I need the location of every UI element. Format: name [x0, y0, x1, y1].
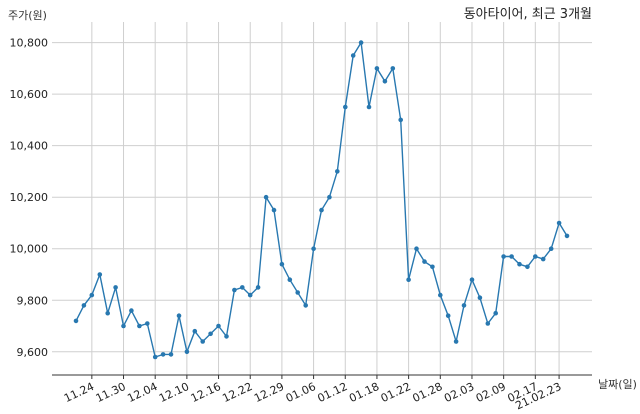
data-point [422, 259, 427, 264]
x-tick-label: 01.22 [379, 380, 413, 405]
horizontal-gridlines [52, 42, 592, 353]
x-tick-label: 02.09 [474, 380, 508, 405]
y-tick-label: 10,200 [10, 191, 49, 204]
y-tick-label: 10,400 [10, 140, 49, 153]
data-point [556, 220, 562, 226]
data-point [184, 349, 190, 355]
data-point [540, 256, 546, 262]
data-point [493, 310, 499, 316]
data-point [240, 285, 245, 290]
data-point [279, 261, 285, 267]
data-point [208, 331, 213, 337]
data-point [390, 66, 396, 71]
data-point [89, 292, 95, 298]
y-tick-label: 10,800 [10, 37, 49, 50]
data-point [469, 277, 475, 283]
y-tick-label: 9,600 [17, 346, 49, 359]
data-point [509, 254, 514, 259]
data-point [350, 53, 356, 58]
y-tick-label: 10,600 [10, 88, 49, 101]
data-point [137, 323, 142, 329]
data-point [168, 352, 174, 357]
data-point [295, 290, 301, 295]
data-point [398, 117, 404, 123]
data-point [453, 339, 459, 344]
x-tick-label: 11.30 [94, 380, 128, 405]
y-tick-labels: 9,600 9,800 10,000 10,200 10,400 10,600 10,800 [10, 37, 49, 359]
x-tick-label: 01.06 [284, 380, 318, 405]
data-point [192, 328, 198, 334]
price-series-points [73, 40, 570, 360]
data-point [533, 254, 538, 259]
data-point [105, 310, 110, 316]
x-tick-label: 02.03 [442, 380, 476, 405]
data-point [501, 254, 506, 259]
x-tick-label: 12.16 [189, 380, 223, 405]
data-point [152, 354, 158, 360]
x-tick-label: 01.12 [315, 380, 349, 405]
data-point [366, 104, 372, 110]
data-point [271, 207, 277, 213]
x-tick-label: 12.29 [252, 380, 286, 405]
data-point [113, 285, 118, 290]
data-point [145, 321, 150, 326]
data-point [287, 277, 293, 283]
x-tick-label: 12.22 [220, 380, 254, 405]
data-point [564, 233, 570, 239]
data-point [176, 313, 182, 319]
data-point [247, 292, 253, 298]
data-point [73, 318, 79, 324]
x-axis-title: 날짜(일) [598, 377, 637, 391]
data-point [263, 194, 269, 200]
x-tick-label: 11.24 [62, 380, 96, 405]
data-point [525, 264, 530, 270]
data-point [97, 272, 103, 277]
data-point [548, 246, 554, 251]
data-point [303, 303, 309, 308]
data-point [200, 339, 205, 344]
data-point [81, 303, 87, 308]
x-tick-label: 12.04 [125, 380, 159, 405]
data-point [335, 169, 340, 174]
data-point [121, 323, 126, 329]
data-point [517, 261, 522, 267]
data-point [438, 292, 443, 298]
data-point [255, 285, 261, 290]
data-point [216, 323, 221, 329]
data-point [160, 352, 166, 357]
chart-title: 동아타이어, 최근 3개월 [464, 7, 592, 22]
data-point [414, 246, 419, 251]
data-point [461, 303, 467, 308]
x-tick-label: 12.10 [157, 380, 191, 405]
vertical-gridlines [91, 22, 560, 379]
x-tick-label: 01.18 [347, 380, 381, 405]
data-point [343, 104, 348, 110]
y-tick-label: 10,000 [10, 243, 49, 256]
data-point [374, 66, 380, 71]
data-point [430, 264, 435, 270]
data-point [382, 79, 388, 84]
data-point [232, 287, 237, 293]
data-point [327, 194, 332, 200]
data-point [319, 207, 324, 213]
y-tick-label: 9,800 [17, 294, 49, 307]
data-point [358, 40, 364, 45]
price-series-line [75, 40, 568, 358]
data-point [477, 295, 483, 301]
data-point [445, 313, 451, 319]
data-point [406, 277, 411, 283]
y-axis-title: 주가(원) [8, 9, 47, 22]
data-point [224, 334, 229, 339]
data-point [129, 308, 134, 313]
x-tick-label: 01.28 [411, 380, 445, 405]
x-tick-labels: 11.2411.3012.0412.1012.1612.2212.2901.06… [62, 380, 563, 412]
data-point [485, 321, 491, 326]
data-point [311, 246, 316, 251]
x-tick-label: 21.02.23 [513, 380, 563, 412]
